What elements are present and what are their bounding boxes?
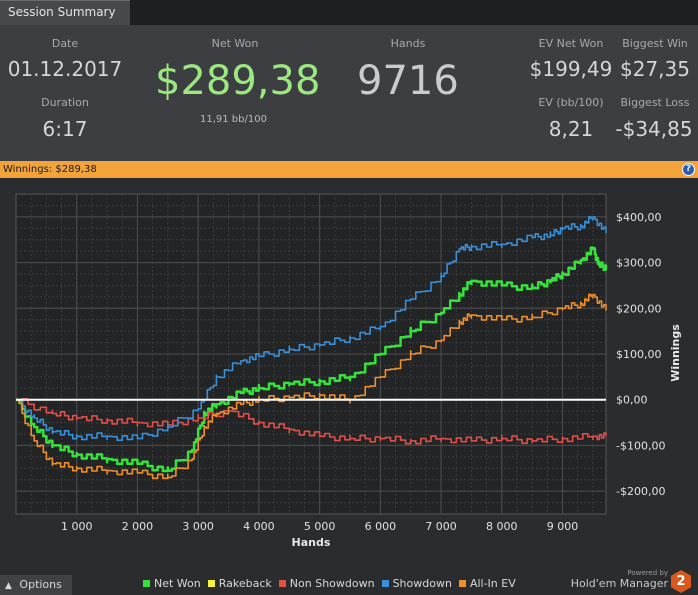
y-tick-label: $0,00 <box>616 394 648 407</box>
legend-label: All-In EV <box>469 577 516 590</box>
x-tick-labels: 1 000 2 000 3 000 4 000 5 000 6 000 7 000 8 000… <box>61 520 578 533</box>
biggest-loss-label: Biggest Loss <box>620 96 690 109</box>
series-all-in-ev <box>16 293 607 480</box>
series-lines <box>16 215 608 480</box>
chart-legend: Net Won Rakeback Non Showdown Showdown All-I… <box>143 577 523 593</box>
brand-name: Hold'em Manager <box>570 577 668 590</box>
legend-item[interactable]: All-In EV <box>458 577 516 590</box>
options-button[interactable]: ▲ Options <box>0 575 72 595</box>
y-axis-label: Winnings <box>669 324 682 382</box>
ev-net-won-value: $199,49 <box>529 57 613 81</box>
ev-bb100-value: 8,21 <box>548 117 594 141</box>
y-tick-label: $300,00 <box>616 257 662 270</box>
y-tick-label: -$200,00 <box>616 485 665 498</box>
x-tick-label: 6 000 <box>365 520 397 533</box>
biggest-loss-value: -$34,85 <box>615 117 693 141</box>
duration-value: 6:17 <box>42 117 88 141</box>
options-label: Options <box>19 578 62 591</box>
chevron-up-icon: ▲ <box>5 581 12 591</box>
tab-session-summary[interactable]: Session Summary <box>0 0 130 25</box>
winnings-value: $289,38 <box>55 164 97 175</box>
legend-swatch <box>278 579 286 587</box>
x-tick-label: 4 000 <box>243 520 275 533</box>
winnings-chart-svg: 1 000 2 000 3 000 4 000 5 000 6 000 7 000 8 000… <box>15 193 682 549</box>
winnings-bar: Winnings: $289,38 ? <box>0 161 698 178</box>
footer: ▲ Options Net Won Rakeback Non Showdown Sho… <box>0 569 698 595</box>
legend-swatch <box>143 579 150 587</box>
ev-bb100-label: EV (bb/100) <box>538 96 604 109</box>
hands-label: Hands <box>390 37 426 50</box>
legend-label: Non Showdown <box>289 577 375 590</box>
series-non-showdown <box>16 398 607 445</box>
x-tick-label: 1 000 <box>61 520 93 533</box>
session-summary-panel: Date 01.12.2017 Duration 6:17 Net Won $2… <box>0 25 698 161</box>
date-value: 01.12.2017 <box>7 57 123 81</box>
y-tick-label: $400,00 <box>616 211 662 224</box>
ev-net-won-label: EV Net Won <box>538 37 604 50</box>
series-showdown <box>16 215 607 441</box>
net-won-value: $289,38 <box>155 58 321 104</box>
brand-block: Powered by Hold'em Manager <box>571 569 668 590</box>
legend-swatch <box>458 579 466 587</box>
x-tick-label: 3 000 <box>182 520 214 533</box>
x-tick-label: 8 000 <box>486 520 518 533</box>
powered-by-text: Powered by <box>627 569 668 577</box>
y-tick-label: -$100,00 <box>616 439 665 452</box>
x-tick-label: 7 000 <box>425 520 457 533</box>
biggest-win-value: $27,35 <box>620 57 690 81</box>
net-won-bb100: 11,91 bb/100 <box>200 114 267 125</box>
legend-item[interactable]: Showdown <box>381 577 452 590</box>
x-tick-label: 5 000 <box>304 520 336 533</box>
legend-label: Rakeback <box>218 577 272 590</box>
y-tick-label: $100,00 <box>616 348 662 361</box>
winnings-label: Winnings: <box>3 164 53 175</box>
legend-swatch <box>207 579 215 587</box>
legend-swatch <box>381 579 389 587</box>
x-tick-label: 9 000 <box>547 520 579 533</box>
date-label: Date <box>51 37 79 50</box>
biggest-win-label: Biggest Win <box>622 37 688 50</box>
help-icon[interactable]: ? <box>682 163 695 176</box>
tab-bar: Session Summary <box>0 0 698 25</box>
legend-label: Showdown <box>392 577 452 590</box>
series-net-won <box>16 246 608 473</box>
x-axis-label: Hands <box>292 536 331 549</box>
hem2-logo: 2 <box>671 570 691 593</box>
legend-item[interactable]: Net Won <box>143 577 201 590</box>
hands-value: 9716 <box>357 58 459 104</box>
duration-label: Duration <box>41 96 89 109</box>
legend-item[interactable]: Rakeback <box>207 577 272 590</box>
y-tick-labels: -$200,00 -$100,00 $0,00 $100,00 $200,00 $300,… <box>616 211 665 498</box>
winnings-chart: 1 000 2 000 3 000 4 000 5 000 6 000 7 000 8 000… <box>0 178 698 575</box>
net-won-label: Net Won <box>211 37 259 50</box>
legend-item[interactable]: Non Showdown <box>278 577 375 590</box>
legend-label: Net Won <box>154 577 201 590</box>
y-tick-label: $200,00 <box>616 302 662 315</box>
x-tick-label: 2 000 <box>122 520 154 533</box>
